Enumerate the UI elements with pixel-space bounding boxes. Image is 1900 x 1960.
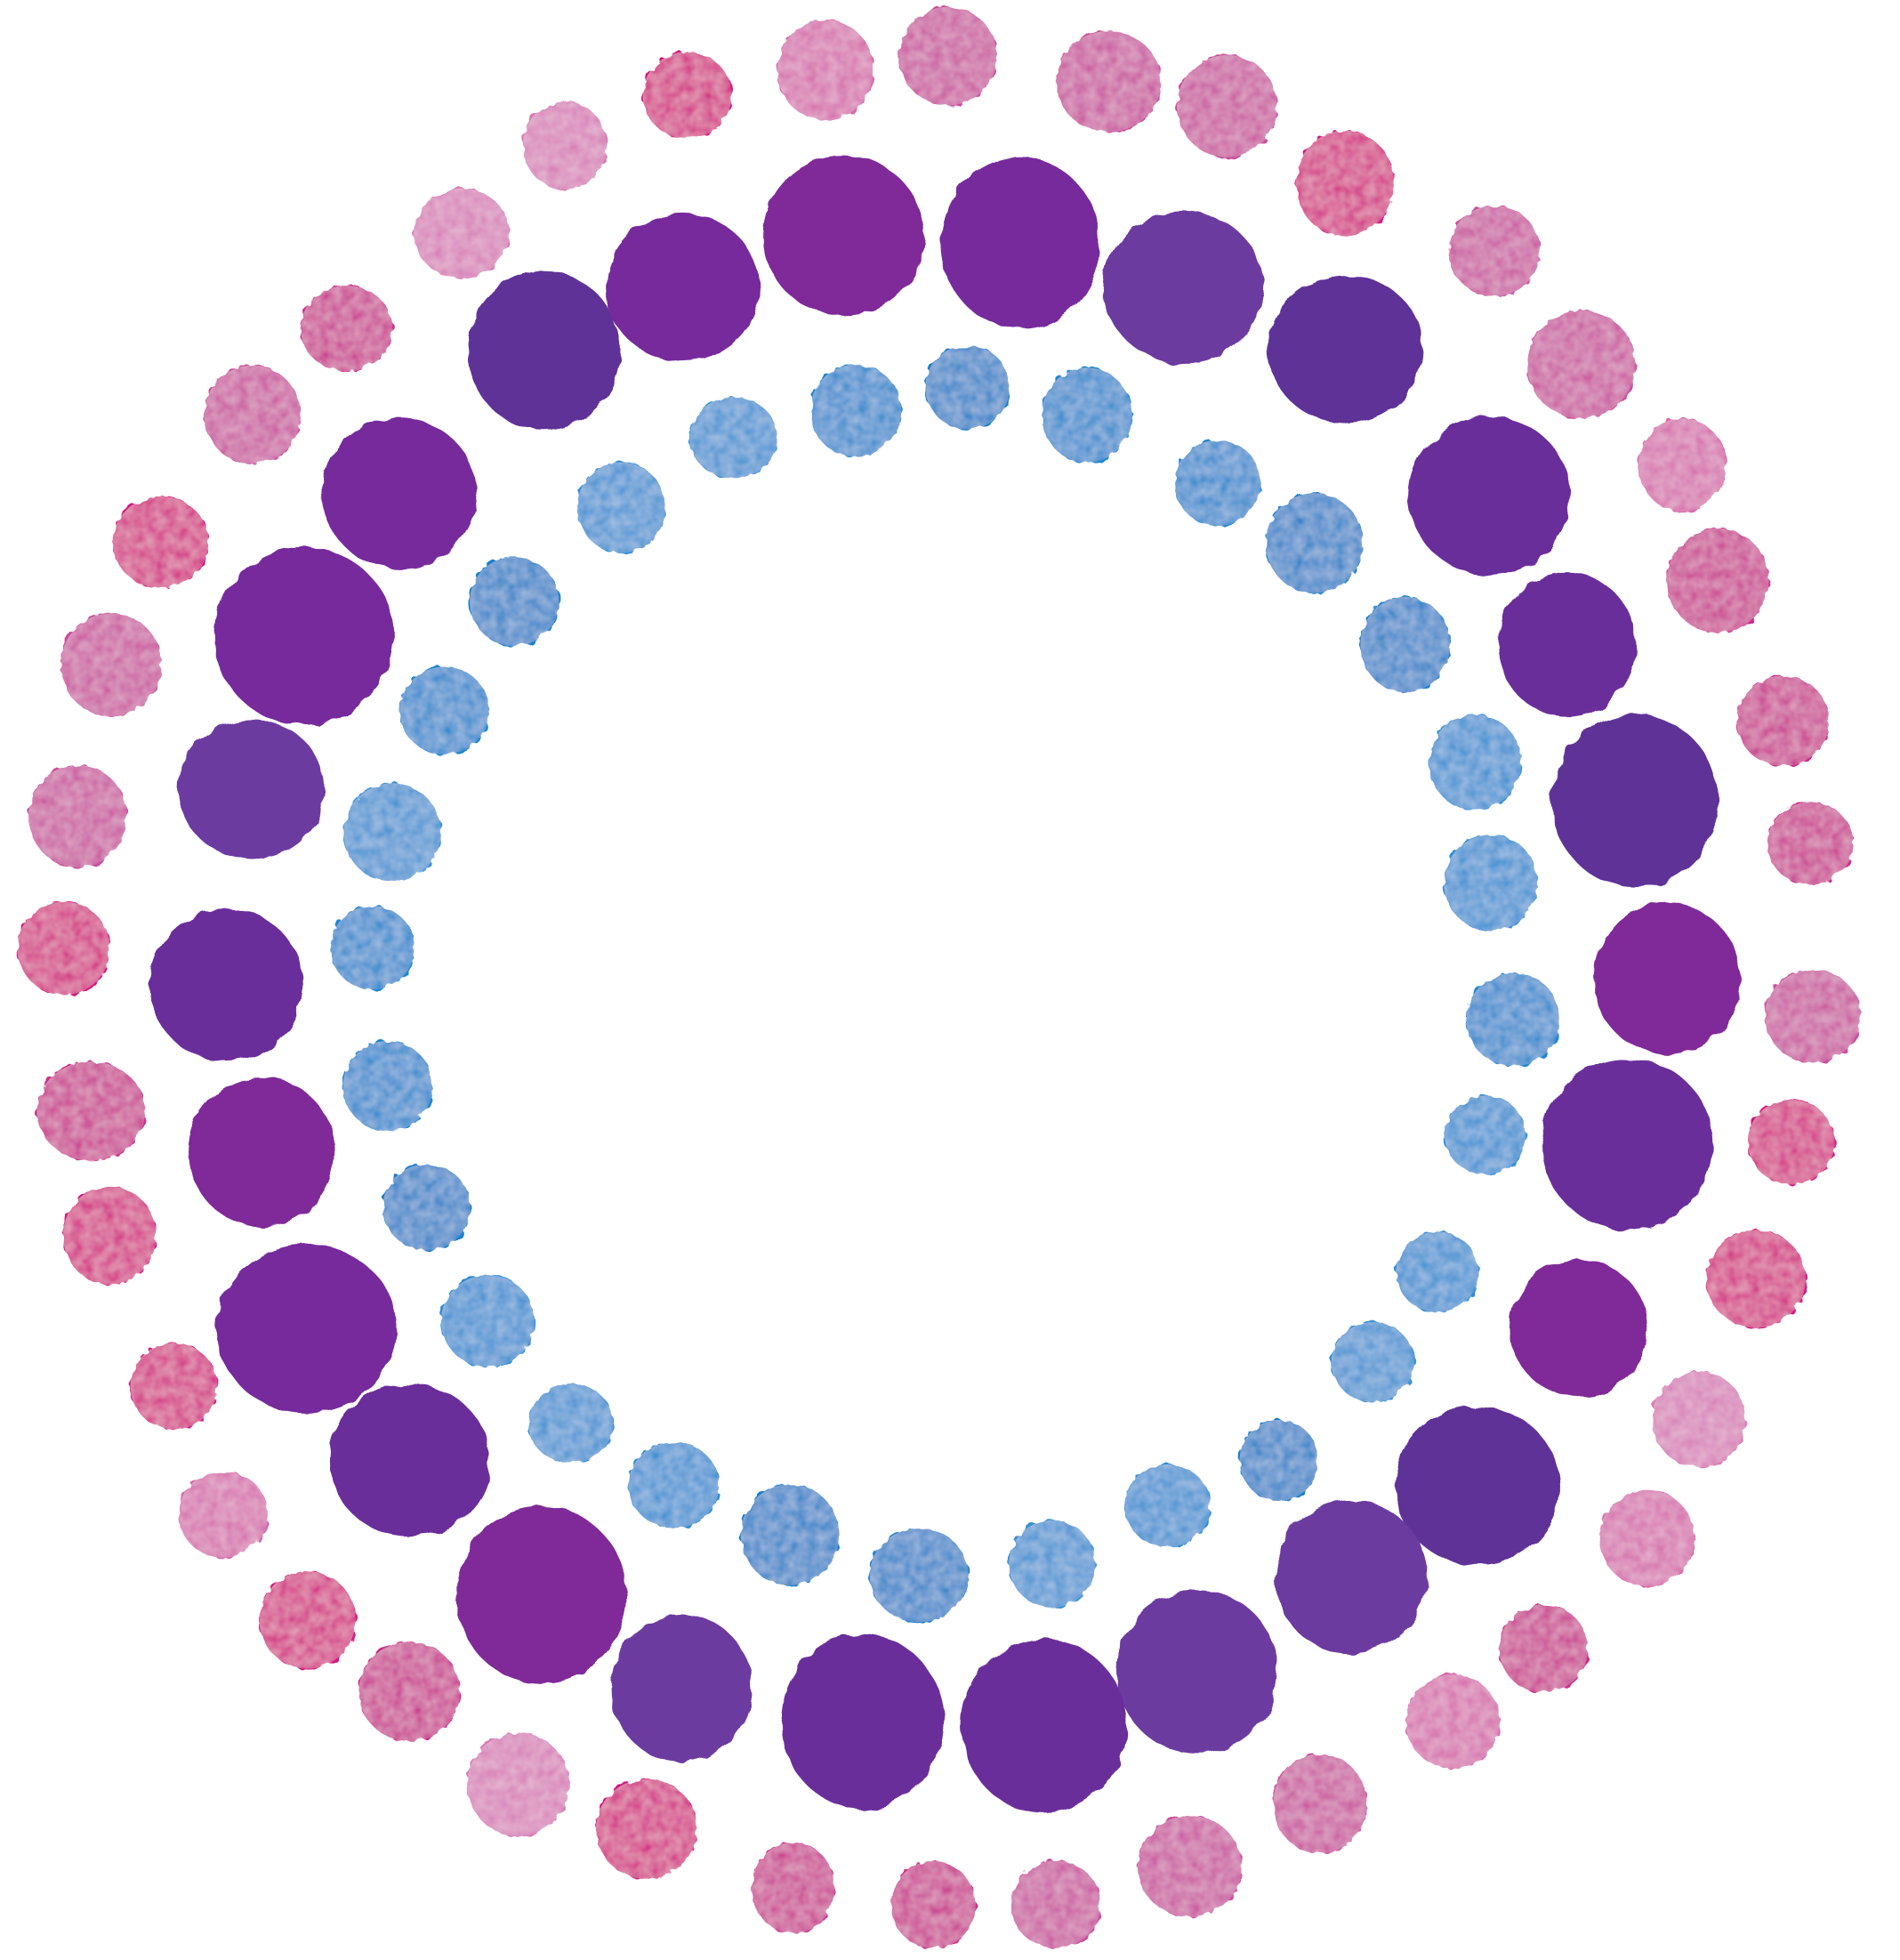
pink-dot: [300, 285, 393, 372]
pink-dot: [60, 613, 163, 717]
pink-dot: [1598, 1489, 1695, 1586]
blue-dot: [343, 783, 441, 882]
pink-dot: [1295, 130, 1395, 237]
blue-dot: [382, 1164, 471, 1251]
purple-dot: [1497, 572, 1637, 717]
purple-dot: [1408, 415, 1570, 575]
purple-dot: [329, 1383, 490, 1537]
blue-dot: [1444, 835, 1539, 932]
pink-dot: [130, 1343, 218, 1430]
purple-dot: [1103, 211, 1264, 364]
purple-dot: [322, 417, 477, 569]
pink-dot: [1736, 675, 1830, 767]
pink-dot: [642, 52, 732, 139]
pink-dot: [1767, 802, 1854, 885]
blue-dot: [1124, 1464, 1211, 1548]
blue-dot: [1466, 972, 1561, 1067]
purple-dot: [1542, 1058, 1713, 1230]
pink-dot: [358, 1641, 461, 1742]
purple-dot: [1274, 1500, 1428, 1654]
pink-dot: [467, 1732, 570, 1836]
pink-dot: [1652, 1371, 1746, 1468]
blue-dot: [869, 1528, 969, 1623]
purple-dot: [189, 1077, 335, 1227]
pink-dot: [1448, 206, 1541, 297]
blue-dot: [1396, 1231, 1479, 1313]
pink-dot: [898, 6, 998, 106]
purple-dot: [961, 1639, 1127, 1813]
purple-dot: [178, 719, 326, 859]
purple-dot: [455, 1506, 627, 1683]
blue-dot: [330, 906, 415, 990]
purple-dot: [781, 1633, 944, 1810]
blue-dot: [1445, 1095, 1526, 1175]
blue-dot: [1331, 1322, 1414, 1403]
pink-dot: [1764, 969, 1862, 1063]
pink-dot: [1055, 30, 1162, 133]
pink-dot: [1273, 1754, 1367, 1854]
blue-dot: [470, 556, 560, 647]
purple-dot: [1395, 1407, 1560, 1566]
purple-dot: [1551, 714, 1719, 888]
purple-dot: [762, 156, 925, 316]
pink-dot: [777, 19, 874, 121]
blue-dot: [528, 1383, 614, 1464]
pink-dot: [178, 1471, 269, 1558]
blue-dot: [1174, 440, 1261, 527]
pink-dot: [17, 901, 110, 996]
pink-dot: [36, 1061, 146, 1161]
pink-dot: [112, 496, 209, 589]
pink-dot: [62, 1186, 157, 1285]
blue-dot: [576, 462, 666, 553]
purple-dot: [149, 908, 303, 1062]
pink-dot: [522, 101, 608, 190]
pink-dot: [890, 1860, 976, 1949]
blue-dot: [925, 345, 1010, 430]
purple-dot: [1593, 902, 1741, 1054]
purple-dot: [213, 547, 394, 725]
pink-dot: [204, 365, 302, 464]
pink-dot: [259, 1570, 356, 1669]
blue-dot: [1429, 714, 1522, 811]
blue-dot: [1360, 596, 1451, 693]
pink-dot: [1638, 418, 1727, 512]
purple-dot: [1116, 1589, 1278, 1754]
purple-dot: [216, 1244, 398, 1414]
purple-dot: [940, 157, 1099, 329]
blue-dot: [342, 1041, 433, 1132]
pink-dot: [1010, 1860, 1101, 1948]
blue-dot: [399, 666, 490, 754]
pink-dot: [1666, 528, 1769, 633]
pink-dot: [1526, 310, 1636, 419]
purple-dot: [610, 1614, 753, 1762]
blue-dot: [1239, 1419, 1319, 1502]
pink-dot: [1747, 1099, 1835, 1185]
pink-dot: [1405, 1674, 1501, 1770]
blue-dot: [1265, 493, 1364, 593]
blue-dot: [689, 397, 778, 480]
pink-dot: [751, 1842, 835, 1934]
pink-dot: [1137, 1815, 1243, 1917]
blue-dot: [740, 1484, 840, 1585]
blue-dot: [440, 1275, 535, 1367]
purple-dot: [606, 213, 760, 362]
pink-dot: [1177, 54, 1278, 157]
blue-dot: [628, 1441, 720, 1528]
blue-dot: [1042, 367, 1132, 464]
blue-dot: [809, 364, 902, 457]
purple-dot: [1268, 274, 1423, 423]
blue-dot: [1009, 1520, 1096, 1608]
purple-dot: [467, 270, 621, 431]
pink-dot: [1705, 1230, 1807, 1328]
pink-dot: [1499, 1604, 1589, 1693]
purple-dot: [1509, 1259, 1648, 1397]
pink-dot: [595, 1779, 698, 1880]
pink-dot: [28, 764, 127, 868]
rings: [17, 6, 1862, 1949]
pink-dot: [414, 188, 510, 278]
